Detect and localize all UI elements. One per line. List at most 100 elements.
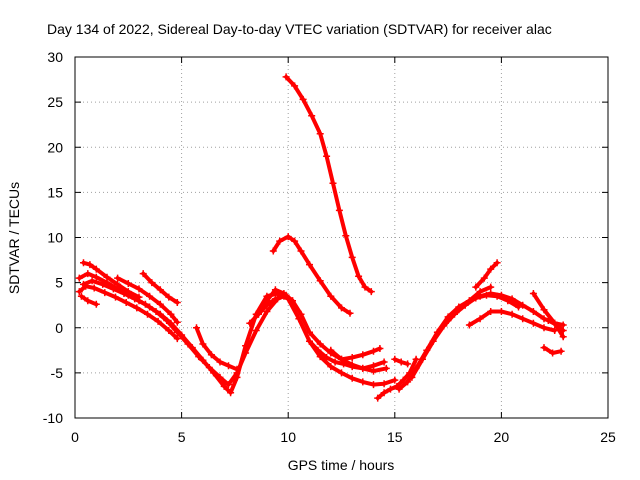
data-point-marker — [144, 310, 151, 318]
data-point-marker — [493, 292, 501, 300]
data-point-marker — [327, 292, 335, 300]
series-group — [75, 73, 567, 402]
data-series-arc-20 — [472, 259, 501, 291]
data-point-marker — [77, 292, 85, 300]
data-point-marker — [263, 308, 271, 315]
data-point-marker — [335, 206, 343, 214]
data-series-arc-10 — [254, 286, 296, 318]
data-point-marker — [323, 354, 331, 361]
data-point-marker — [380, 358, 388, 366]
data-point-marker — [114, 274, 122, 282]
data-point-marker — [139, 270, 147, 278]
y-tick-label: 0 — [55, 320, 63, 336]
data-series-arc-14 — [391, 355, 412, 368]
data-point-marker — [154, 317, 162, 325]
data-point-marker — [233, 365, 241, 373]
data-series-arc-8 — [193, 324, 241, 373]
data-point-marker — [404, 378, 412, 386]
data-point-marker — [529, 290, 537, 297]
y-tick-label: 10 — [47, 230, 63, 246]
data-point-marker — [173, 299, 181, 306]
tick-labels: 0 5 10 15 20 25 -10 -5 0 5 10 15 20 25 30 — [43, 49, 616, 445]
x-axis-title: GPS time / hours — [288, 457, 395, 473]
data-point-marker — [346, 309, 354, 317]
data-point-marker — [348, 253, 356, 261]
data-point-marker — [359, 364, 367, 372]
data-point-marker — [316, 277, 324, 285]
data-point-marker — [92, 273, 100, 281]
x-tick-label: 10 — [280, 429, 296, 445]
data-point-marker — [359, 351, 367, 359]
data-point-marker — [120, 290, 128, 297]
data-point-marker — [370, 347, 377, 355]
data-series-arc-19 — [444, 283, 495, 324]
data-point-marker — [483, 291, 490, 299]
data-point-marker — [395, 385, 403, 393]
data-point-marker — [323, 152, 331, 160]
data-point-marker — [374, 394, 382, 402]
data-series-arc-24 — [544, 317, 567, 334]
data-series-arc-4 — [77, 292, 100, 308]
data-series-arc-9 — [246, 292, 390, 375]
data-point-marker — [380, 380, 388, 388]
data-point-marker — [88, 277, 96, 285]
data-point-marker — [316, 130, 324, 138]
data-series-arc-6 — [114, 274, 181, 326]
data-point-marker — [173, 335, 181, 343]
x-tick-label: 25 — [600, 429, 616, 445]
data-point-marker — [412, 355, 420, 363]
data-point-marker — [306, 328, 313, 336]
data-point-marker — [263, 297, 271, 305]
data-point-marker — [148, 279, 156, 287]
data-series-arc-21 — [465, 308, 559, 334]
data-point-marker — [338, 369, 345, 377]
data-point-marker — [540, 306, 548, 314]
data-point-marker — [299, 95, 307, 103]
series-path — [531, 291, 566, 339]
data-series-arc-5 — [80, 259, 143, 301]
data-point-marker — [75, 288, 83, 296]
data-point-marker — [553, 321, 561, 329]
data-point-marker — [472, 283, 480, 291]
data-point-marker — [508, 310, 516, 318]
data-point-marker — [271, 295, 279, 303]
data-point-marker — [529, 308, 537, 315]
data-point-marker — [367, 288, 375, 296]
data-point-marker — [225, 381, 232, 389]
data-point-marker — [252, 327, 260, 334]
data-point-marker — [329, 179, 337, 187]
data-point-marker — [493, 259, 501, 267]
data-point-marker — [419, 355, 426, 363]
data-point-marker — [297, 310, 305, 318]
data-point-marker — [370, 381, 377, 389]
data-point-marker — [429, 337, 437, 345]
data-point-marker — [227, 389, 235, 397]
data-point-marker — [92, 300, 100, 308]
data-point-marker — [314, 346, 322, 354]
data-point-marker — [291, 82, 299, 90]
data-point-marker — [476, 288, 484, 296]
data-series-arc-16 — [282, 73, 375, 296]
data-point-marker — [370, 362, 377, 370]
data-point-marker — [391, 355, 399, 363]
data-point-marker — [408, 373, 416, 381]
data-point-marker — [276, 237, 284, 245]
data-point-marker — [355, 272, 363, 280]
data-point-marker — [75, 274, 83, 282]
data-point-marker — [327, 346, 335, 354]
data-point-marker — [84, 297, 92, 305]
data-point-marker — [476, 315, 484, 323]
data-point-marker — [133, 304, 141, 312]
data-point-marker — [387, 385, 394, 393]
y-tick-label: -10 — [43, 410, 63, 426]
data-point-marker — [404, 360, 412, 368]
data-point-marker — [135, 285, 143, 293]
data-point-marker — [216, 358, 224, 366]
data-point-marker — [254, 310, 262, 318]
data-point-marker — [465, 297, 473, 305]
data-series-arc-11 — [306, 337, 388, 372]
data-point-marker — [225, 362, 232, 370]
data-point-marker — [348, 354, 356, 361]
data-point-marker — [306, 261, 313, 269]
